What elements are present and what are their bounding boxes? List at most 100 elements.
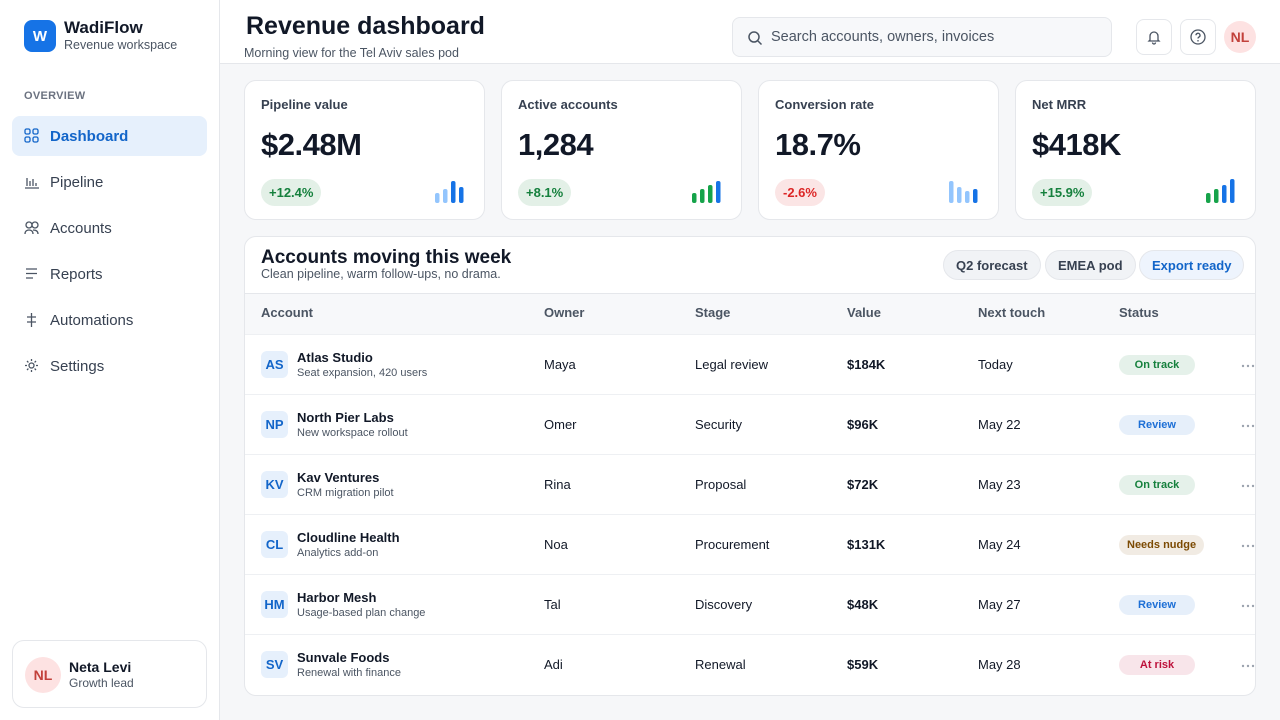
stage: Security xyxy=(695,417,742,432)
account-detail: Renewal with finance xyxy=(297,667,401,679)
owner: Adi xyxy=(544,657,563,672)
status: Review xyxy=(1119,415,1195,435)
nav-icon xyxy=(25,359,38,372)
kpi-card: Net MRR $418K +15.9% xyxy=(1015,80,1256,220)
nav-icon xyxy=(25,178,39,189)
table-row[interactable]: AS Atlas Studio Seat expansion, 420 users M… xyxy=(245,334,1255,394)
nav-item[interactable]: Reports xyxy=(12,254,207,294)
stage: Procurement xyxy=(695,537,770,552)
status: Review xyxy=(1119,595,1195,615)
help[interactable] xyxy=(1180,19,1216,55)
nav-icon xyxy=(27,313,36,327)
kpi-label: Pipeline value xyxy=(261,97,348,112)
kpi-label: Active accounts xyxy=(518,97,618,112)
owner: Rina xyxy=(544,477,571,492)
owner: Tal xyxy=(544,597,561,612)
accounts-card xyxy=(244,236,1256,696)
account-initials: AS xyxy=(261,351,288,378)
kpi-change: +15.9% xyxy=(1032,179,1093,206)
row-menu[interactable] xyxy=(1241,543,1255,549)
account-initials: CL xyxy=(261,531,288,558)
nav-icon xyxy=(26,268,37,279)
page-subtitle: Morning view for the Tel Aviv sales pod xyxy=(244,46,459,60)
kpi-change: +12.4% xyxy=(261,179,322,206)
account-initials: SV xyxy=(261,651,288,678)
column-header: Stage xyxy=(695,305,731,320)
kpi-card: Pipeline value $2.48M +12.4% xyxy=(244,80,485,220)
notifications[interactable] xyxy=(1136,19,1172,55)
nav-item[interactable]: Pipeline xyxy=(12,162,207,202)
sidebar: W WadiFlow Revenue workspace OVERVIEW Da… xyxy=(0,0,220,720)
header-avatar[interactable]: NL xyxy=(1224,21,1256,53)
row-menu[interactable] xyxy=(1241,663,1255,669)
value: $48K xyxy=(847,597,879,612)
status: On track xyxy=(1119,475,1195,495)
row-menu[interactable] xyxy=(1241,363,1255,369)
next-touch: May 28 xyxy=(978,657,1021,672)
nav-item[interactable]: Settings xyxy=(12,346,207,386)
account-name: Harbor Mesh xyxy=(297,590,377,605)
filter-chip[interactable]: EMEA pod xyxy=(1045,250,1136,280)
user-card[interactable]: NL Neta Levi Growth lead xyxy=(12,640,207,708)
table-row[interactable]: NP North Pier Labs New workspace rollout Om… xyxy=(245,394,1255,454)
logo: W xyxy=(24,20,56,52)
kpi-change: -2.6% xyxy=(775,179,825,206)
row-menu[interactable] xyxy=(1241,483,1255,489)
search[interactable]: Search accounts, owners, invoices xyxy=(732,17,1112,57)
next-touch: May 24 xyxy=(978,537,1021,552)
user-role: Growth lead xyxy=(69,676,134,690)
table-row[interactable]: KV Kav Ventures CRM migration pilot Rina Pro… xyxy=(245,454,1255,514)
nav-icon xyxy=(24,221,39,235)
stage: Proposal xyxy=(695,477,747,492)
page-title: Revenue dashboard xyxy=(246,12,485,40)
filter-chip[interactable]: Q2 forecast xyxy=(943,250,1041,280)
table-row[interactable]: CL Cloudline Health Analytics add-on Noa Pro… xyxy=(245,514,1255,574)
kpi-value: $2.48M xyxy=(261,127,362,162)
status: At risk xyxy=(1119,655,1195,675)
table-subtitle: Clean pipeline, warm follow-ups, no dram… xyxy=(261,267,501,281)
column-header: Account xyxy=(261,305,313,320)
account-name: Kav Ventures xyxy=(297,470,380,485)
row-menu[interactable] xyxy=(1241,603,1255,609)
stage: Legal review xyxy=(695,357,768,372)
export-button[interactable]: Export ready xyxy=(1139,250,1245,280)
account-detail: Analytics add-on xyxy=(297,547,379,559)
status: Needs nudge xyxy=(1119,535,1205,555)
account-detail: Seat expansion, 420 users xyxy=(297,367,428,379)
account-name: Cloudline Health xyxy=(297,530,400,545)
kpi-card: Active accounts 1,284 +8.1% xyxy=(501,80,742,220)
value: $72K xyxy=(847,477,879,492)
nav-item[interactable]: Accounts xyxy=(12,208,207,248)
nav-item[interactable]: Dashboard xyxy=(12,116,207,156)
account-detail: New workspace rollout xyxy=(297,427,408,439)
table-row[interactable]: HM Harbor Mesh Usage-based plan change Tal D… xyxy=(245,574,1255,634)
column-header: Owner xyxy=(544,305,585,320)
next-touch: May 23 xyxy=(978,477,1021,492)
account-detail: CRM migration pilot xyxy=(297,487,394,499)
next-touch: Today xyxy=(978,357,1013,372)
next-touch: May 27 xyxy=(978,597,1021,612)
nav-icon xyxy=(24,128,39,143)
stage: Discovery xyxy=(695,597,753,612)
value: $59K xyxy=(847,657,879,672)
sparkline xyxy=(692,181,721,203)
account-name: Atlas Studio xyxy=(297,350,373,365)
column-header: Next touch xyxy=(978,305,1046,320)
search-placeholder: Search accounts, owners, invoices xyxy=(771,29,995,45)
sparkline xyxy=(949,181,978,203)
row-menu[interactable] xyxy=(1241,423,1255,429)
table-row[interactable]: SV Sunvale Foods Renewal with finance Adi Re… xyxy=(245,634,1255,694)
sparkline xyxy=(1206,179,1235,203)
account-name: Sunvale Foods xyxy=(297,650,390,665)
column-header: Status xyxy=(1119,305,1159,320)
account-initials: KV xyxy=(261,471,288,498)
nav-item[interactable]: Automations xyxy=(12,300,207,340)
brand: WadiFlow xyxy=(64,18,143,37)
owner: Noa xyxy=(544,537,568,552)
kpi-value: 18.7% xyxy=(775,127,861,162)
value: $131K xyxy=(847,537,886,552)
kpi-change: +8.1% xyxy=(518,179,572,206)
column-header: Value xyxy=(847,305,881,320)
section-label: OVERVIEW xyxy=(24,90,86,102)
